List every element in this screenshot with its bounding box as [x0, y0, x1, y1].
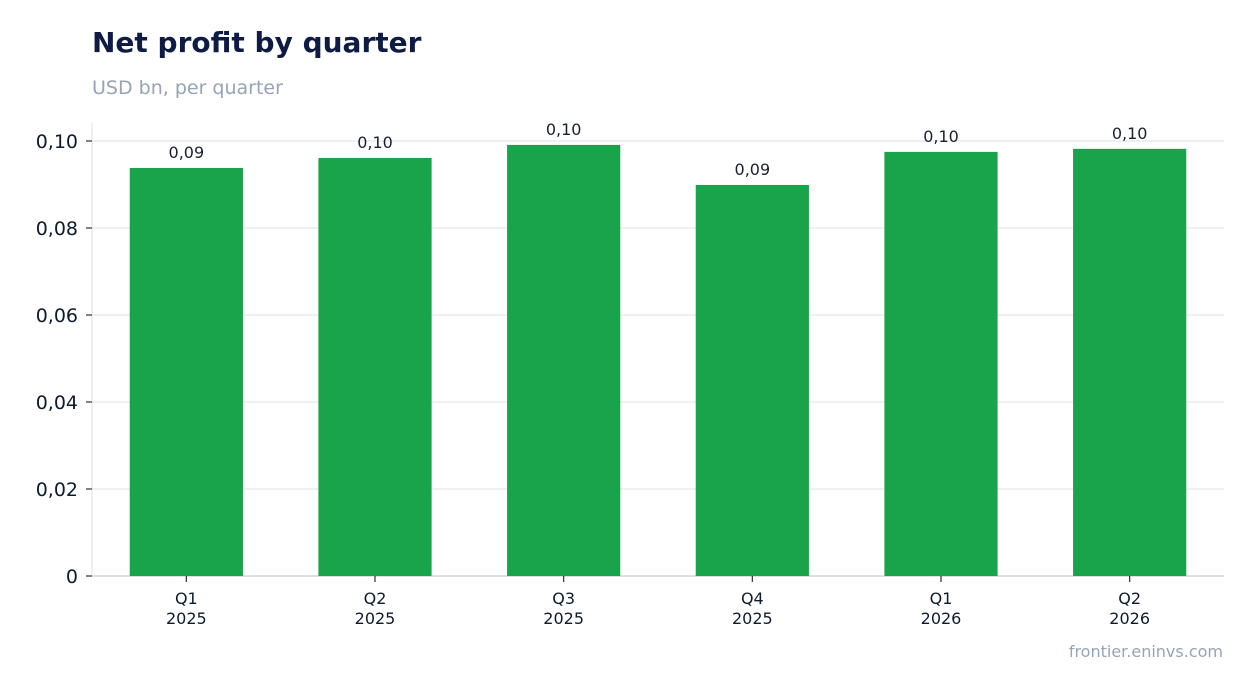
data-label: 0,09 — [735, 160, 771, 179]
source-credit: frontier.eninvs.com — [1068, 642, 1223, 661]
y-tick-label: 0,06 — [36, 305, 78, 327]
bar — [1073, 148, 1187, 576]
bars — [129, 144, 1187, 577]
data-label: 0,10 — [923, 127, 959, 146]
x-tick-label: 2026 — [921, 609, 962, 628]
x-tick-label: Q3 — [552, 589, 575, 608]
data-label: 0,09 — [169, 143, 205, 162]
bar — [507, 144, 621, 577]
data-label: 0,10 — [1112, 124, 1148, 143]
chart-title: Net profit by quarter — [92, 26, 422, 59]
y-tick-label: 0,10 — [36, 131, 78, 153]
chart-subtitle: USD bn, per quarter — [92, 77, 283, 99]
x-tick-label: Q2 — [364, 589, 387, 608]
x-tick-label: 2025 — [355, 609, 396, 628]
grid-lines — [92, 140, 1224, 490]
y-tick-label: 0,08 — [36, 218, 78, 240]
bar — [695, 184, 809, 576]
x-tick-label: Q1 — [930, 589, 953, 608]
x-tick-label: 2025 — [543, 609, 584, 628]
y-tick-label: 0 — [66, 566, 78, 588]
y-tick-label: 0,04 — [36, 392, 78, 414]
y-axis-ticks: 0 0,02 0,04 0,06 0,08 0,10 — [36, 131, 92, 588]
x-tick-label: 2025 — [732, 609, 773, 628]
x-tick-label: 2026 — [1109, 609, 1150, 628]
x-tick-label: Q1 — [175, 589, 198, 608]
bar — [318, 157, 432, 576]
axes — [91, 123, 1224, 577]
bar — [129, 167, 243, 576]
x-tick-label: Q4 — [741, 589, 764, 608]
x-tick-label: Q2 — [1118, 589, 1141, 608]
data-label: 0,10 — [546, 120, 582, 139]
x-tick-label: 2025 — [166, 609, 207, 628]
data-label: 0,10 — [357, 133, 393, 152]
y-tick-label: 0,02 — [36, 479, 78, 501]
data-labels: 0,09 0,10 0,10 0,09 0,10 0,10 — [169, 120, 1148, 179]
bar — [884, 151, 998, 576]
